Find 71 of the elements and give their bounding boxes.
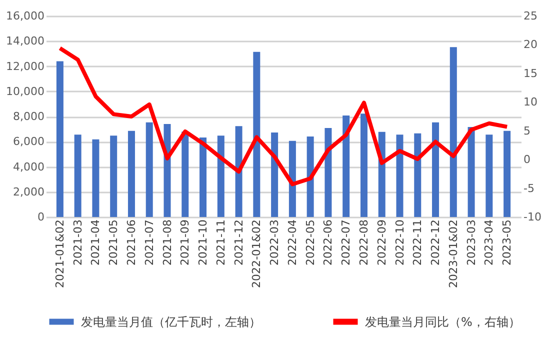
- x-tick-label: 2023-04: [482, 220, 496, 266]
- bar: [217, 136, 224, 217]
- y2-tick-label: 15: [524, 66, 538, 80]
- y2-tick-label: 20: [524, 38, 538, 52]
- y2-tick-label: 5: [524, 124, 530, 138]
- bar: [110, 136, 118, 217]
- x-tick-label: 2021-04: [89, 220, 102, 266]
- bar: [342, 115, 350, 217]
- bar: [182, 132, 189, 217]
- line-series: [58, 46, 510, 186]
- x-tick-label: 2021-07: [142, 220, 156, 266]
- x-tick-label: 2022-08: [357, 220, 370, 266]
- x-tick-label: 2022-06: [322, 220, 335, 266]
- bar: [146, 122, 153, 217]
- bar: [396, 134, 404, 217]
- x-tick-label: 2021-06: [124, 220, 138, 266]
- x-tick-label: 2022-05: [304, 220, 317, 266]
- bar: [360, 114, 368, 217]
- y-tick-label: 14,000: [6, 34, 44, 48]
- bar: [74, 134, 82, 217]
- bar: [253, 52, 260, 217]
- bar: [92, 139, 100, 217]
- x-tick-label: 2022-10: [393, 220, 406, 266]
- x-tick-label: 2022-12: [429, 220, 442, 266]
- x-tick-label: 2022-09: [375, 220, 388, 266]
- y2-tick-label: 25: [524, 10, 538, 22]
- bar: [468, 127, 475, 217]
- x-tick-label: 2021-08: [160, 220, 174, 266]
- bar: [56, 61, 64, 217]
- y-tick-label: 2,000: [13, 185, 44, 198]
- legend-label: 发电量当月同比（%，右轴）: [365, 314, 520, 329]
- y-tick-label: 16,000: [6, 10, 44, 22]
- y2-tick-label: -5: [524, 182, 534, 195]
- x-tick-label: 2023-03: [464, 220, 478, 266]
- y2-tick-label: 0: [524, 153, 530, 166]
- bar: [200, 137, 207, 217]
- bar: [235, 126, 242, 217]
- x-tick-label: 2022-01&02: [250, 220, 264, 288]
- y-tick-label: 10,000: [6, 84, 44, 98]
- bar: [414, 133, 422, 217]
- y-tick-label: 6,000: [13, 135, 44, 148]
- bar: [486, 134, 493, 217]
- x-tick-label: 2023-01&02: [446, 220, 460, 288]
- y-tick-label: 0: [38, 210, 44, 224]
- bar: [271, 132, 278, 217]
- x-tick-label: 2021-05: [107, 220, 120, 266]
- legend-label: 发电量当月值（亿千瓦时，左轴）: [81, 314, 261, 329]
- y-tick-label: 8,000: [13, 110, 44, 123]
- y2-tick-label: 10: [524, 96, 538, 109]
- x-tick-label: 2022-11: [411, 220, 424, 266]
- x-tick-label: 2022-03: [268, 220, 282, 266]
- x-tick-label: 2021-09: [178, 220, 192, 266]
- bar: [288, 140, 296, 217]
- x-tick-label: 2023-05: [500, 220, 514, 266]
- x-tick-label: 2021-03: [71, 220, 84, 266]
- bar: [164, 124, 171, 217]
- x-tick-label: 2021-11: [214, 220, 228, 266]
- x-tick-label: 2021-01&02: [53, 220, 66, 288]
- y2-tick-label: -10: [524, 210, 542, 224]
- x-tick-label: 2021-10: [196, 220, 210, 266]
- bar: [432, 122, 440, 217]
- bar: [324, 128, 332, 217]
- x-tick-label: 2021-12: [232, 220, 246, 266]
- x-tick-label: 2022-04: [286, 220, 299, 266]
- x-tick-label: 2022-07: [340, 220, 353, 266]
- bar: [128, 130, 135, 217]
- bar: [504, 130, 511, 217]
- bar: [306, 136, 314, 217]
- y-tick-label: 12,000: [6, 60, 44, 73]
- y-tick-label: 4,000: [13, 160, 44, 174]
- bar: [450, 47, 457, 217]
